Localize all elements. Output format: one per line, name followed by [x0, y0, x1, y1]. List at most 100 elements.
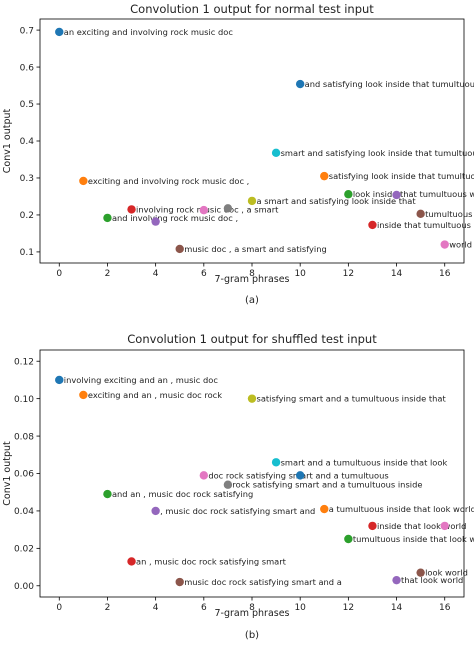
y-tick-label: 0.02	[14, 545, 34, 555]
data-point	[103, 489, 112, 499]
data-point-label: that look world	[401, 575, 463, 585]
data-point	[368, 220, 377, 230]
data-point-label: satisfying smart and a tumultuous inside…	[257, 394, 447, 404]
y-tick-label: 0.06	[14, 470, 34, 480]
data-point	[271, 458, 281, 467]
data-point	[175, 244, 184, 254]
data-point	[271, 148, 281, 158]
x-tick-label: 2	[105, 269, 111, 279]
data-point-label: and satisfying look inside that tumultuo…	[305, 79, 474, 89]
data-point-label: exciting and an , music doc rock	[88, 390, 222, 400]
data-point	[392, 575, 401, 585]
data-point	[127, 205, 136, 214]
data-point	[127, 557, 136, 566]
data-point	[151, 506, 160, 516]
data-point	[247, 394, 257, 403]
x-tick-label: 10	[294, 603, 306, 613]
data-point	[416, 568, 425, 577]
data-point-label: inside that look world	[377, 521, 466, 531]
x-tick-label: 8	[249, 603, 255, 613]
x-tick-label: 14	[391, 603, 403, 613]
x-tick-label: 16	[439, 269, 451, 279]
data-point	[320, 504, 329, 514]
data-point	[295, 79, 305, 89]
data-point-label: look world	[425, 568, 468, 578]
y-tick-label: 0.00	[14, 582, 34, 592]
y-tick-label: 0.2	[20, 211, 34, 221]
data-point	[344, 534, 353, 544]
figure-caption: (b)	[245, 630, 259, 641]
x-tick-label: 12	[343, 269, 354, 279]
x-tick-label: 6	[201, 603, 207, 613]
data-point-label: satisfying look inside that tumultuous w…	[329, 171, 474, 181]
x-tick-label: 10	[294, 269, 306, 279]
data-point	[151, 217, 160, 226]
y-tick-label: 0.04	[14, 507, 34, 517]
data-point-label: inside that tumultuous world	[377, 220, 474, 230]
y-tick-label: 0.6	[20, 63, 35, 73]
y-tick-label: 0.12	[14, 357, 34, 367]
data-point	[344, 190, 353, 199]
data-point-label: a tumultuous inside that look world	[329, 504, 474, 514]
y-axis-label: Conv1 output	[2, 441, 13, 506]
y-tick-label: 0.08	[14, 432, 34, 442]
data-point-label: and involving rock music doc ,	[112, 213, 238, 223]
data-point-label: smart and satisfying look inside that tu…	[281, 148, 474, 158]
data-point	[223, 480, 233, 489]
x-tick-label: 14	[391, 269, 403, 279]
x-tick-label: 0	[56, 603, 62, 613]
data-point	[199, 205, 209, 215]
x-tick-label: 0	[56, 269, 62, 279]
x-tick-label: 8	[249, 269, 255, 279]
data-point	[440, 240, 449, 249]
y-tick-label: 0.1	[20, 248, 34, 258]
data-point	[320, 171, 329, 181]
chart-title: Convolution 1 output for normal test inp…	[130, 2, 374, 16]
data-point	[295, 471, 305, 480]
data-point	[79, 176, 88, 186]
data-point	[416, 209, 425, 219]
data-point-label: tumultuous world	[425, 209, 474, 219]
x-tick-label: 12	[343, 603, 354, 613]
x-tick-label: 16	[439, 603, 451, 613]
data-point-label: and an , music doc rock satisfying	[112, 489, 253, 499]
data-point-label: tumultuous inside that look world	[353, 534, 474, 544]
data-point-label: involving exciting and an , music doc	[64, 375, 219, 385]
data-point-label: a smart and satisfying look inside that	[257, 196, 417, 206]
chart-2: Convolution 1 output for shuffled test i…	[2, 332, 474, 641]
chart-1: Convolution 1 output for normal test inp…	[2, 2, 474, 306]
y-tick-label: 0.10	[14, 395, 34, 405]
chart-title: Convolution 1 output for shuffled test i…	[127, 332, 377, 346]
data-point-label: rock satisfying smart and a tumultuous i…	[232, 480, 422, 490]
data-point-label: look inside that tumultuous world	[353, 189, 474, 199]
data-point-label: exciting and involving rock music doc ,	[88, 176, 249, 186]
x-tick-label: 4	[153, 603, 159, 613]
figure-caption: (a)	[245, 295, 259, 306]
data-point	[368, 521, 377, 531]
y-tick-label: 0.3	[20, 174, 34, 184]
y-axis-label: Conv1 output	[2, 108, 13, 173]
data-point	[79, 390, 88, 400]
x-axis-label: 7-gram phrases	[214, 608, 289, 619]
data-point	[55, 27, 64, 37]
data-point-label: world	[449, 240, 472, 250]
x-tick-label: 2	[105, 603, 111, 613]
y-tick-label: 0.7	[20, 26, 34, 36]
data-point-label: smart and a tumultuous inside that look	[281, 457, 448, 467]
y-tick-label: 0.4	[20, 137, 35, 147]
data-point	[223, 204, 233, 213]
data-point	[440, 521, 449, 531]
data-point	[175, 577, 184, 587]
data-point-label: an exciting and involving rock music doc	[64, 27, 234, 37]
data-point-label: , music doc rock satisfying smart and	[160, 506, 315, 516]
data-point-label: music doc , a smart and satisfying	[184, 244, 327, 254]
x-axis-label: 7-gram phrases	[214, 274, 289, 285]
data-point	[247, 196, 257, 206]
data-point-label: music doc rock satisfying smart and a	[184, 577, 342, 587]
x-tick-label: 6	[201, 269, 207, 279]
data-point	[199, 471, 209, 480]
y-tick-label: 0.5	[20, 100, 34, 110]
data-point	[55, 375, 64, 385]
x-tick-label: 4	[153, 269, 159, 279]
